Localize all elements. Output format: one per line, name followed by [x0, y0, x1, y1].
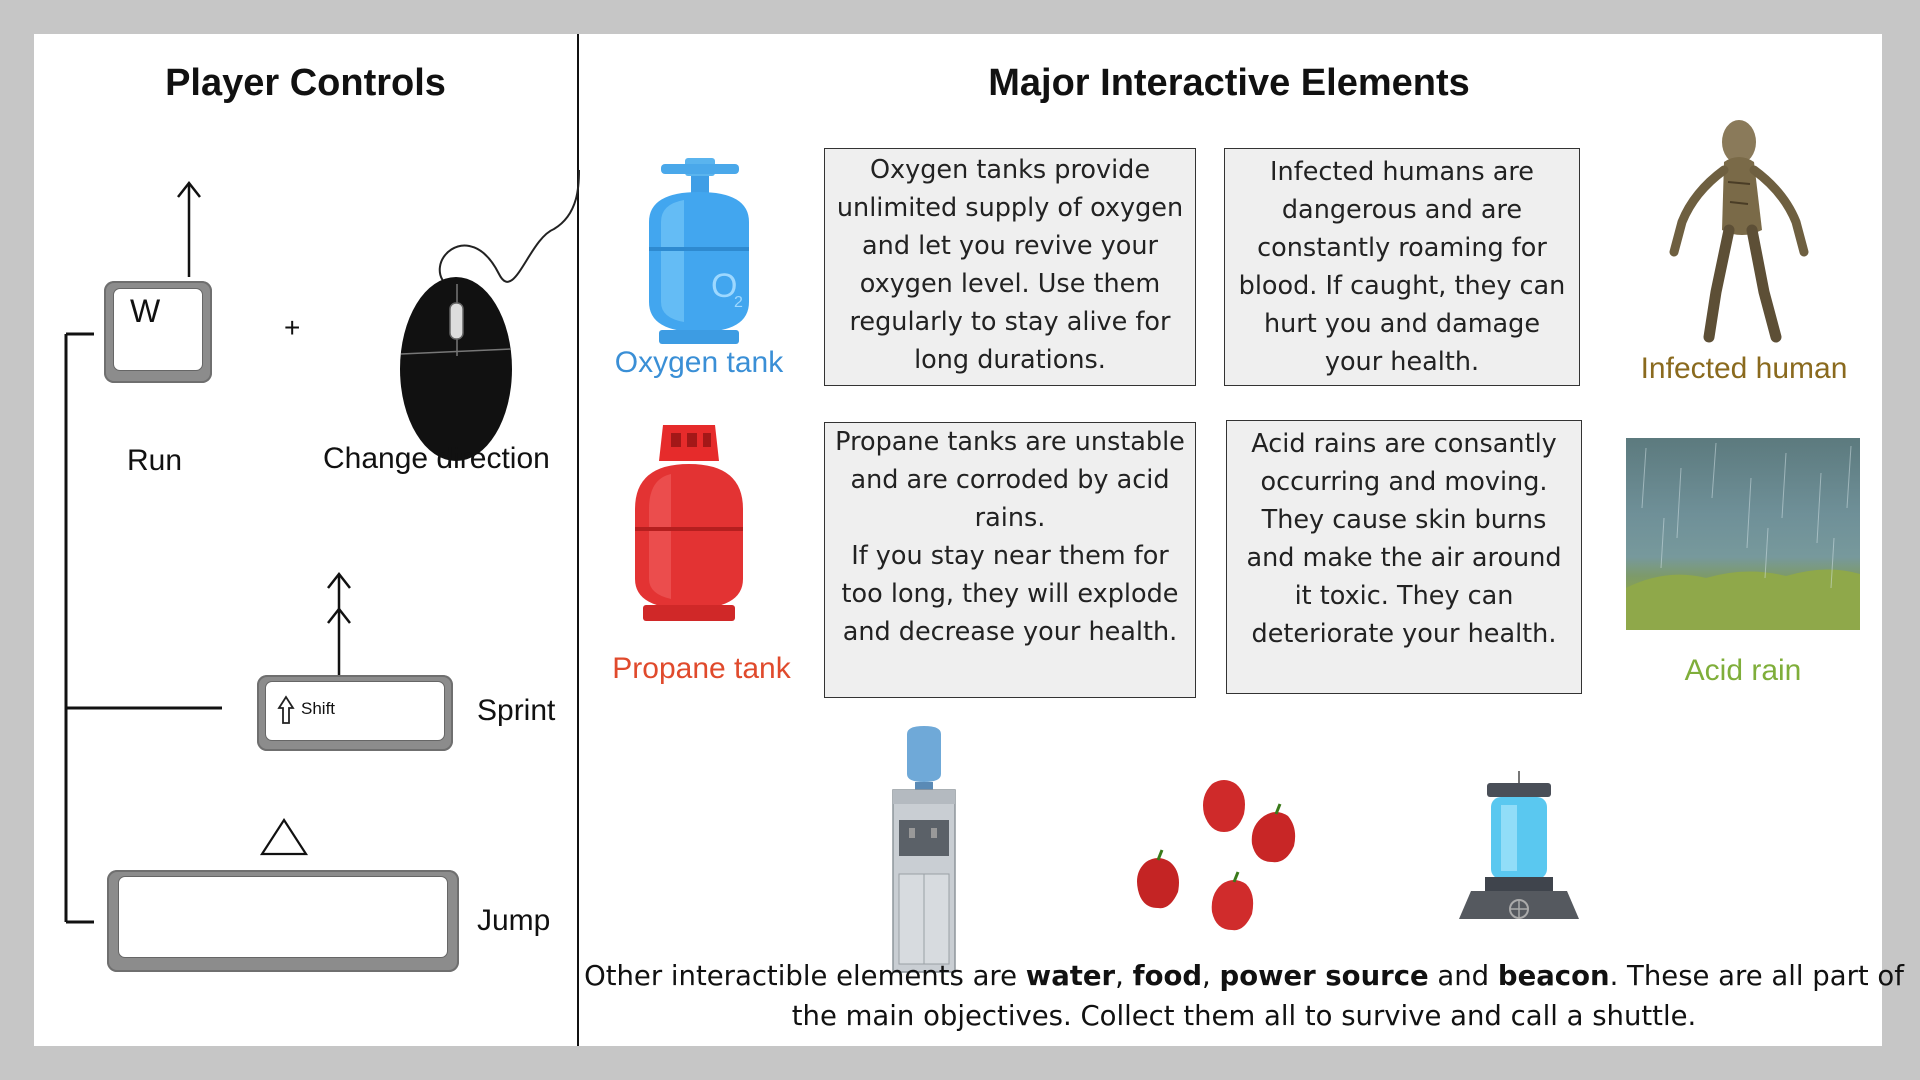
food-apples-icon [1137, 780, 1296, 931]
footer-part1: Other interactible elements are [584, 960, 1026, 992]
apple-4 [1211, 871, 1254, 931]
shift-arrow-icon [277, 695, 295, 724]
apple-2 [1251, 803, 1296, 863]
apple-3 [1137, 849, 1179, 909]
control-bracket [64, 332, 222, 924]
infected-human-label: Infected human [1640, 352, 1848, 385]
major-elements-title: Major Interactive Elements [988, 62, 1470, 104]
footer-sep1: , [1115, 960, 1133, 992]
footer-beacon: beacon [1497, 960, 1610, 992]
propane-tank-description-line2: If you stay near them for too long, they… [841, 541, 1179, 647]
panel-divider [577, 34, 579, 1046]
jump-label: Jump [477, 904, 551, 937]
propane-tank-icon [635, 425, 743, 621]
apple-1 [1203, 780, 1245, 832]
propane-tank-label: Propane tank [612, 652, 791, 685]
oxygen-tank-icon-label: O [711, 267, 737, 305]
oxygen-tank-description: Oxygen tanks provide unlimited supply of… [824, 148, 1196, 386]
space-key [107, 870, 459, 972]
up-arrow-icon [177, 180, 201, 277]
up-triangle-icon [259, 817, 309, 856]
mouse-icon [400, 169, 580, 461]
sprint-label: Sprint [477, 694, 556, 727]
oxygen-tank-icon-subscript: 2 [734, 294, 743, 311]
footer-part2: . These are all part of the main objecti… [791, 960, 1904, 1032]
power-source-icon [1459, 771, 1579, 919]
water-cooler-icon [892, 726, 956, 973]
oxygen-tank-icon: O 2 [649, 158, 749, 344]
w-key-label: W [130, 293, 161, 329]
player-controls-title: Player Controls [165, 62, 446, 104]
footer-food: food [1132, 960, 1203, 992]
propane-tank-description-line1: Propane tanks are unstable and are corro… [835, 427, 1185, 533]
infected-human-icon [1669, 120, 1809, 343]
other-elements-note: Other interactible elements are water, f… [574, 956, 1914, 1036]
acid-rain-label: Acid rain [1684, 654, 1802, 687]
oxygen-tank-label: Oxygen tank [614, 346, 784, 379]
footer-water: water [1025, 960, 1116, 992]
footer-and: and [1428, 960, 1498, 992]
infected-human-description: Infected humans are dangerous and are co… [1224, 148, 1580, 386]
change-direction-label: Change direction [323, 442, 550, 475]
footer-sep2: , [1202, 960, 1220, 992]
shift-key-label: Shift [301, 699, 336, 718]
controls-sheet: Player Controls W + Run Change direction [34, 34, 1904, 1046]
plus-sign: + [284, 312, 301, 343]
w-key: W [104, 281, 212, 383]
acid-rain-image [1626, 438, 1860, 630]
footer-power: power source [1219, 960, 1429, 992]
acid-rain-description: Acid rains are consantly occurring and m… [1226, 420, 1582, 694]
shift-key: Shift [257, 675, 453, 751]
run-label: Run [127, 444, 183, 477]
propane-tank-description: Propane tanks are unstable and are corro… [824, 422, 1196, 698]
